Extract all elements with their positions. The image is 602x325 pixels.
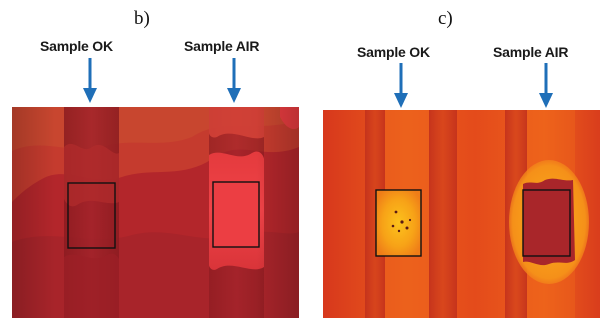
panel-c-thermogram (323, 110, 600, 318)
panel-c-arrow-air-icon (539, 63, 553, 108)
panel-b-thermogram (12, 107, 299, 318)
panel-b-letter: b) (134, 8, 150, 29)
panel-c-letter: c) (438, 8, 453, 29)
panel-c-label-sample-ok: Sample OK (357, 44, 430, 60)
panel-b-label-sample-ok: Sample OK (40, 38, 113, 54)
panel-c-arrow-ok-icon (394, 63, 408, 108)
panel-b-arrow-ok-icon (83, 58, 97, 103)
panel-b-arrow-air-icon (227, 58, 241, 103)
panel-c-label-sample-air: Sample AIR (493, 44, 569, 60)
panel-b-label-sample-air: Sample AIR (184, 38, 260, 54)
